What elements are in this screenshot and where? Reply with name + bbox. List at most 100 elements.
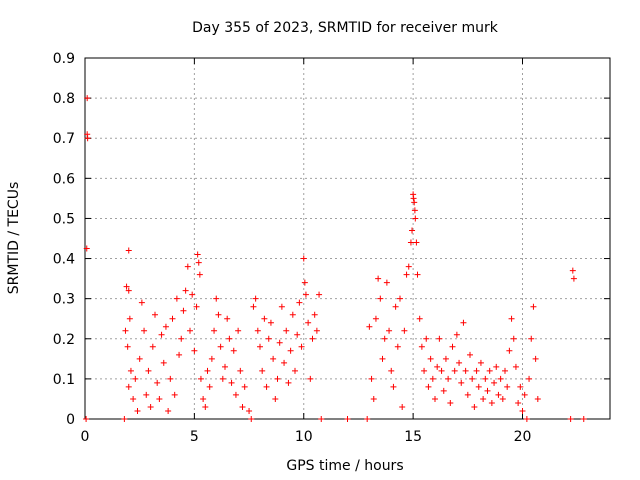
x-tick-label: 15 bbox=[404, 429, 422, 445]
y-tick-label: 0.7 bbox=[53, 131, 75, 147]
data-point bbox=[206, 383, 213, 390]
data-point bbox=[425, 383, 432, 390]
data-point bbox=[127, 367, 134, 374]
data-point bbox=[528, 335, 535, 342]
data-point bbox=[182, 287, 189, 294]
data-point bbox=[370, 395, 377, 402]
data-point bbox=[123, 283, 130, 290]
data-point bbox=[228, 379, 235, 386]
data-point bbox=[189, 291, 196, 298]
data-point bbox=[237, 367, 244, 374]
data-point bbox=[176, 351, 183, 358]
data-point bbox=[517, 383, 524, 390]
data-point bbox=[138, 299, 145, 306]
data-point bbox=[298, 343, 305, 350]
data-point bbox=[154, 379, 161, 386]
data-point bbox=[195, 259, 202, 266]
data-point bbox=[178, 335, 185, 342]
data-point bbox=[484, 387, 491, 394]
data-point bbox=[194, 251, 201, 258]
data-point bbox=[364, 416, 371, 422]
data-point bbox=[200, 395, 207, 402]
y-tick-label: 0.4 bbox=[53, 252, 75, 268]
data-point bbox=[401, 327, 408, 334]
data-point bbox=[467, 351, 473, 358]
data-point bbox=[504, 383, 511, 390]
data-point bbox=[473, 367, 480, 374]
data-point bbox=[84, 95, 91, 102]
data-point bbox=[156, 395, 163, 402]
data-point bbox=[318, 416, 325, 422]
data-point bbox=[272, 395, 279, 402]
data-point bbox=[136, 355, 143, 362]
data-point bbox=[193, 303, 200, 310]
data-point bbox=[274, 375, 281, 382]
data-point bbox=[217, 343, 224, 350]
data-point bbox=[377, 295, 384, 302]
data-point bbox=[289, 311, 296, 318]
data-point bbox=[267, 319, 274, 326]
data-point bbox=[530, 303, 537, 310]
data-point bbox=[141, 327, 148, 334]
data-point bbox=[372, 315, 379, 322]
data-point bbox=[499, 395, 506, 402]
data-point bbox=[257, 343, 263, 350]
data-point bbox=[162, 323, 169, 330]
data-point bbox=[482, 375, 489, 382]
data-point bbox=[311, 311, 318, 318]
data-point bbox=[416, 315, 423, 322]
data-point bbox=[263, 383, 270, 390]
data-point bbox=[409, 227, 416, 234]
data-point bbox=[285, 379, 292, 386]
data-point bbox=[567, 416, 574, 422]
y-tick-labels: 0 0.1 0.2 0.3 0.4 0.5 0.6 0.7 0.8 0.9 bbox=[53, 51, 75, 428]
data-point bbox=[462, 367, 469, 374]
data-point bbox=[497, 375, 504, 382]
data-point bbox=[296, 299, 303, 306]
data-point bbox=[84, 135, 91, 142]
x-axis-label: GPS time / hours bbox=[286, 458, 403, 474]
data-point bbox=[130, 395, 137, 402]
data-point bbox=[122, 327, 129, 334]
data-point bbox=[521, 391, 528, 398]
data-point bbox=[491, 379, 498, 386]
data-point bbox=[307, 375, 314, 382]
data-point bbox=[502, 367, 508, 374]
data-point bbox=[569, 267, 576, 274]
data-point bbox=[261, 315, 268, 322]
data-point bbox=[252, 295, 259, 302]
data-point bbox=[125, 287, 132, 294]
data-point bbox=[366, 323, 373, 330]
data-point bbox=[283, 327, 290, 334]
y-axis-label: SRMTID / TECUs bbox=[6, 182, 22, 295]
y-tick-label: 0.1 bbox=[53, 372, 75, 388]
data-point bbox=[411, 199, 418, 206]
data-point bbox=[171, 391, 178, 398]
data-point bbox=[451, 367, 458, 374]
data-point bbox=[399, 403, 406, 410]
data-point bbox=[316, 291, 323, 298]
data-point bbox=[397, 295, 403, 302]
data-point bbox=[294, 331, 301, 338]
data-point bbox=[160, 359, 167, 366]
data-point bbox=[187, 327, 193, 334]
data-point bbox=[523, 416, 530, 422]
data-point bbox=[248, 416, 255, 422]
data-point bbox=[429, 375, 436, 382]
data-point bbox=[381, 335, 388, 342]
y-tick-label: 0.3 bbox=[53, 292, 75, 308]
data-point bbox=[121, 416, 128, 422]
data-point bbox=[407, 239, 414, 246]
data-point bbox=[219, 375, 226, 382]
data-point bbox=[488, 399, 495, 406]
data-point bbox=[403, 271, 410, 278]
data-point bbox=[436, 335, 443, 342]
data-point bbox=[204, 367, 211, 374]
data-point bbox=[191, 347, 198, 354]
data-point bbox=[392, 303, 399, 310]
data-point bbox=[169, 315, 176, 322]
data-point bbox=[344, 416, 351, 422]
data-point bbox=[145, 367, 152, 374]
data-point bbox=[477, 359, 484, 366]
data-point bbox=[215, 311, 222, 318]
